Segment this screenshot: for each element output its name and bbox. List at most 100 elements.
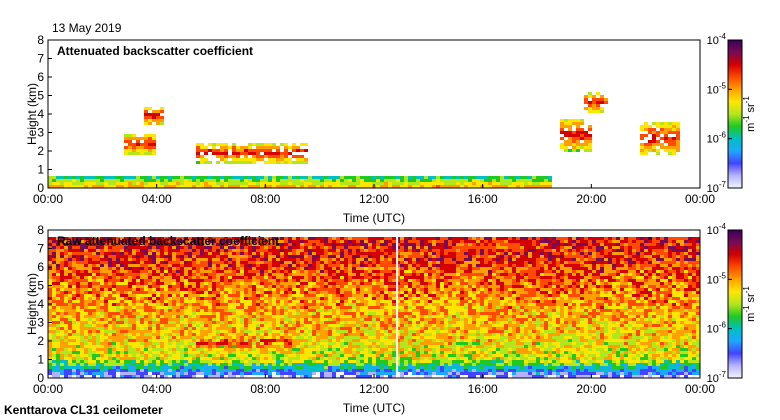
heatmap-cell — [128, 185, 132, 188]
heatmap-cell — [296, 255, 300, 258]
heatmap-cell — [276, 276, 280, 279]
heatmap-cell — [116, 276, 120, 279]
heatmap-cell — [112, 276, 116, 279]
heatmap-cell — [436, 185, 440, 188]
heatmap-cell — [136, 348, 140, 351]
heatmap-cell — [212, 249, 216, 252]
heatmap-cell — [64, 306, 68, 309]
heatmap-cell — [304, 179, 308, 182]
heatmap-cell — [96, 261, 100, 264]
heatmap-cell — [212, 354, 216, 357]
heatmap-cell — [124, 372, 128, 375]
heatmap-cell — [108, 255, 112, 258]
heatmap-cell — [68, 363, 72, 366]
heatmap-cell — [276, 324, 280, 327]
heatmap-cell — [68, 176, 72, 179]
heatmap-cell — [304, 312, 308, 315]
heatmap-cell — [264, 255, 268, 258]
heatmap-cell — [96, 306, 100, 309]
heatmap-cell — [388, 267, 392, 270]
heatmap-cell — [288, 336, 292, 339]
heatmap-cell — [232, 357, 236, 360]
heatmap-cell — [520, 176, 524, 179]
heatmap-cell — [364, 273, 368, 276]
heatmap-cell — [416, 185, 420, 188]
heatmap-cell — [104, 282, 108, 285]
heatmap-cell — [152, 330, 156, 333]
heatmap-cell — [308, 318, 312, 321]
heatmap-cell — [288, 185, 292, 188]
heatmap-cell — [196, 240, 200, 243]
heatmap-cell — [144, 306, 148, 309]
heatmap-cell — [72, 291, 76, 294]
heatmap-cell — [656, 134, 660, 137]
heatmap-cell — [68, 291, 72, 294]
heatmap-cell — [672, 125, 676, 128]
heatmap-cell — [384, 179, 388, 182]
heatmap-cell — [156, 360, 160, 363]
heatmap-cell — [188, 249, 192, 252]
heatmap-cell — [88, 182, 92, 185]
heatmap-cell — [344, 249, 348, 252]
heatmap-cell — [168, 264, 172, 267]
heatmap-cell — [88, 312, 92, 315]
heatmap-cell — [156, 297, 160, 300]
heatmap-cell — [48, 179, 52, 182]
heatmap-cell — [196, 155, 200, 158]
heatmap-cell — [140, 348, 144, 351]
heatmap-cell — [312, 279, 316, 282]
heatmap-cell — [368, 176, 372, 179]
heatmap-cell — [560, 146, 564, 149]
heatmap-cell — [116, 330, 120, 333]
heatmap-cell — [152, 306, 156, 309]
heatmap-cell — [340, 330, 344, 333]
heatmap-cell — [276, 273, 280, 276]
heatmap-cell — [352, 264, 356, 267]
heatmap-cell — [204, 255, 208, 258]
heatmap-cell — [88, 252, 92, 255]
heatmap-cell — [176, 285, 180, 288]
heatmap-cell — [384, 243, 388, 246]
heatmap-cell — [152, 357, 156, 360]
heatmap-cell — [124, 300, 128, 303]
heatmap-cell — [140, 276, 144, 279]
heatmap-cell — [224, 261, 228, 264]
heatmap-cell — [344, 363, 348, 366]
heatmap-cell — [80, 261, 84, 264]
heatmap-cell — [140, 369, 144, 372]
x-axis-label: Time (UTC) — [343, 211, 405, 225]
heatmap-cell — [240, 255, 244, 258]
heatmap-cell — [200, 149, 204, 152]
heatmap-cell — [184, 330, 188, 333]
heatmap-cell — [140, 297, 144, 300]
heatmap-cell — [72, 309, 76, 312]
heatmap-cell — [164, 306, 168, 309]
heatmap-cell — [104, 366, 108, 369]
heatmap-cell — [192, 297, 196, 300]
heatmap-cell — [332, 276, 336, 279]
heatmap-cell — [156, 339, 160, 342]
heatmap-cell — [416, 182, 420, 185]
heatmap-cell — [264, 152, 268, 155]
heatmap-cell — [188, 342, 192, 345]
heatmap-cell — [364, 240, 368, 243]
heatmap-cell — [240, 309, 244, 312]
heatmap-cell — [272, 155, 276, 158]
heatmap-cell — [136, 342, 140, 345]
heatmap-cell — [312, 297, 316, 300]
heatmap-cell — [48, 291, 52, 294]
heatmap-cell — [180, 240, 184, 243]
heatmap-cell — [132, 330, 136, 333]
heatmap-cell — [52, 330, 56, 333]
heatmap-cell — [380, 309, 384, 312]
heatmap-cell — [196, 351, 200, 354]
heatmap-cell — [356, 252, 360, 255]
heatmap-cell — [368, 182, 372, 185]
heatmap-cell — [244, 351, 248, 354]
heatmap-cell — [260, 333, 264, 336]
heatmap-cell — [128, 270, 132, 273]
heatmap-cell — [116, 279, 120, 282]
heatmap-cell — [292, 258, 296, 261]
heatmap-cell — [292, 143, 296, 146]
heatmap-cell — [204, 282, 208, 285]
